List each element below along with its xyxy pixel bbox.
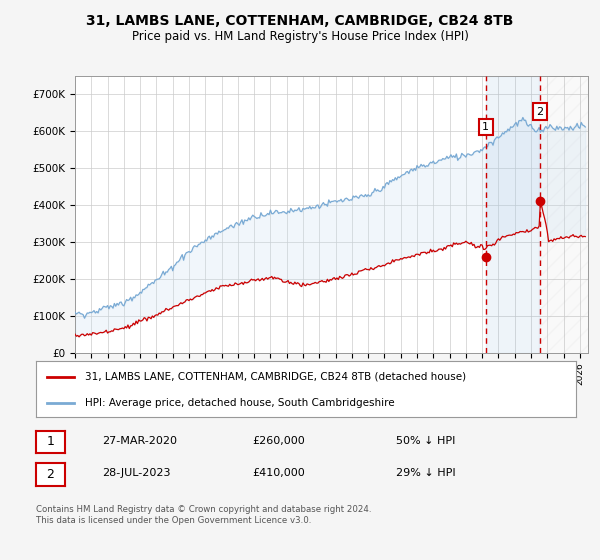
Text: 2: 2 (536, 107, 544, 117)
Text: HPI: Average price, detached house, South Cambridgeshire: HPI: Average price, detached house, Sout… (85, 398, 394, 408)
Text: 27-MAR-2020: 27-MAR-2020 (102, 436, 177, 446)
Text: £410,000: £410,000 (252, 468, 305, 478)
Text: 2: 2 (46, 468, 55, 481)
Text: £260,000: £260,000 (252, 436, 305, 446)
Bar (540, 76, 588, 353)
Text: 1: 1 (46, 435, 55, 449)
Text: 50% ↓ HPI: 50% ↓ HPI (396, 436, 455, 446)
Text: 31, LAMBS LANE, COTTENHAM, CAMBRIDGE, CB24 8TB (detached house): 31, LAMBS LANE, COTTENHAM, CAMBRIDGE, CB… (85, 372, 466, 382)
Text: Contains HM Land Registry data © Crown copyright and database right 2024.
This d: Contains HM Land Registry data © Crown c… (36, 505, 371, 525)
Text: 29% ↓ HPI: 29% ↓ HPI (396, 468, 455, 478)
Text: 31, LAMBS LANE, COTTENHAM, CAMBRIDGE, CB24 8TB: 31, LAMBS LANE, COTTENHAM, CAMBRIDGE, CB… (86, 14, 514, 28)
Text: 28-JUL-2023: 28-JUL-2023 (102, 468, 170, 478)
Text: Price paid vs. HM Land Registry's House Price Index (HPI): Price paid vs. HM Land Registry's House … (131, 30, 469, 43)
Text: 1: 1 (482, 122, 489, 132)
